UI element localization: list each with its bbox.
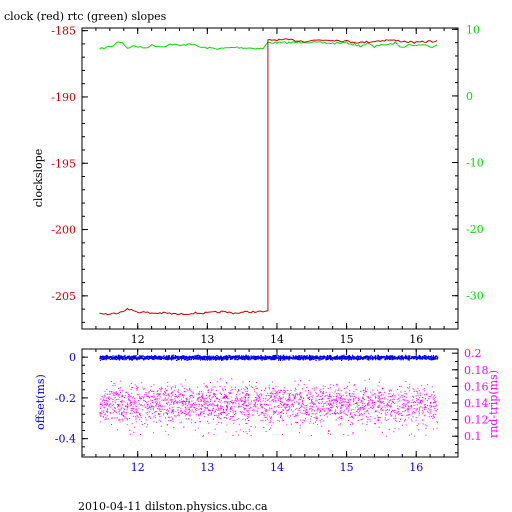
bottom-panel-frame [81,348,459,458]
offset-scatter-points [99,354,439,361]
rtc-y-tick-label: 10 [466,23,480,36]
rtc-y-tick-label: -20 [466,223,484,236]
x-tick-label: 16 [409,333,423,346]
clock-y-tick-label: -205 [51,290,76,303]
top-y-axis-label: clockslope [32,149,45,207]
rtc-y-tick-label: -30 [466,290,484,303]
clock-y-tick-label: -195 [51,157,76,170]
offset-y-tick-label: 0 [69,351,76,364]
rtc-series-line [99,40,438,50]
offset-axis-label: offset(ms) [34,374,47,430]
bottom-panel-series [99,354,439,437]
rtt-y-tick-label: 0.16 [464,380,489,393]
top-panel-ticks: 12 13 14 15 16 -185 -190 -195 -200 -205 10 0 -10 -20 -… [51,23,483,346]
clock-y-tick-label: -190 [51,91,76,104]
rtt-y-tick-label: 0.14 [464,397,489,410]
rtt-y-tick-label: 0.2 [464,347,482,360]
top-panel-series [99,38,438,316]
clock-series-line [99,38,438,316]
chart-title: clock (red) rtc (green) slopes [4,10,167,23]
rtt-y-tick-label: 0.18 [464,364,489,377]
rtt-y-tick-label: 0.12 [464,414,489,427]
rtc-y-tick-label: -10 [466,157,484,170]
x-tick-label: 14 [270,333,284,346]
offset-y-tick-label: -0.4 [55,433,76,446]
x-tick-label: 13 [200,333,214,346]
rtc-y-tick-label: 0 [466,90,473,103]
rtt-y-tick-label: 0.1 [464,430,482,443]
bottom-panel-ticks: 12 13 14 15 16 0 -0.2 -0.4 0.2 0.18 0.16 0.14 0.12 0.… [55,347,489,474]
x-tick-label: 13 [200,461,214,474]
rtt-scatter-points [99,378,439,437]
x-tick-label: 15 [340,461,354,474]
offset-y-tick-label: -0.2 [55,392,76,405]
rtt-axis-label: rnd-trip(ms) [487,370,500,438]
x-tick-label: 15 [340,333,354,346]
clock-y-tick-label: -185 [51,25,76,38]
x-tick-label: 12 [131,461,145,474]
x-tick-label: 12 [131,333,145,346]
top-panel-frame [81,27,459,330]
footer-hostname: 2010-04-11 dilston.physics.ubc.ca [78,500,268,512]
x-tick-label: 14 [270,461,284,474]
clock-y-tick-label: -200 [51,224,76,237]
x-tick-label: 16 [409,461,423,474]
